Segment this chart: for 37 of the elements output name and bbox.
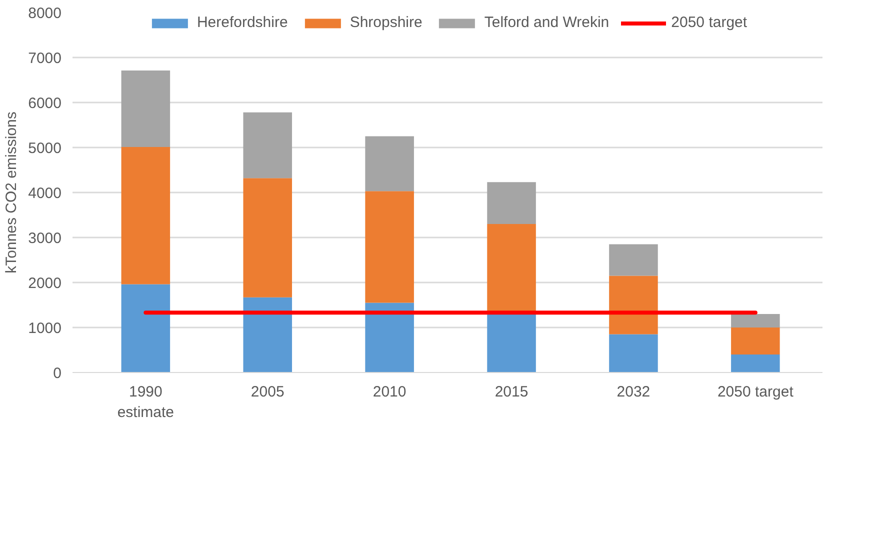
bar bbox=[121, 147, 170, 284]
bar bbox=[121, 70, 170, 148]
y-axis-title: kTonnes CO2 emissions bbox=[3, 112, 20, 274]
y-tick-label: 1000 bbox=[28, 320, 62, 337]
bar bbox=[365, 136, 414, 192]
bar bbox=[609, 276, 658, 334]
bar bbox=[731, 328, 780, 354]
y-tick-label: 4000 bbox=[28, 185, 62, 202]
x-tick-label: 2005 bbox=[250, 384, 284, 400]
bar bbox=[731, 314, 780, 328]
bar bbox=[365, 302, 414, 372]
y-tick-label: 6000 bbox=[28, 95, 62, 112]
bar bbox=[243, 297, 292, 372]
bar bbox=[609, 244, 658, 276]
x-tick-label: 2010 bbox=[372, 384, 406, 400]
x-tick-label: 1990 estimate bbox=[117, 384, 174, 421]
legend-label: Telford and Wrekin bbox=[484, 14, 610, 31]
bar bbox=[243, 178, 292, 298]
bar bbox=[243, 112, 292, 178]
bar bbox=[121, 284, 170, 372]
y-tick-label: 0 bbox=[53, 365, 62, 382]
y-tick-label: 8000 bbox=[28, 5, 62, 22]
bar bbox=[365, 191, 414, 303]
bar bbox=[609, 334, 658, 372]
legend-label: Shropshire bbox=[350, 14, 422, 31]
bar bbox=[731, 354, 780, 372]
x-tick-label: 2015 bbox=[494, 384, 528, 400]
legend-label: 2050 target bbox=[671, 14, 748, 31]
legend-label: Herefordshire bbox=[196, 14, 288, 31]
x-tick-label: 2050 target bbox=[717, 384, 794, 400]
bar bbox=[487, 313, 536, 372]
y-tick-label: 7000 bbox=[28, 50, 62, 67]
y-tick-label: 2000 bbox=[28, 275, 62, 292]
y-tick-label: 3000 bbox=[28, 230, 62, 247]
y-tick-label: 5000 bbox=[28, 140, 62, 157]
bar bbox=[487, 182, 536, 224]
x-tick-label: 2032 bbox=[616, 384, 650, 400]
